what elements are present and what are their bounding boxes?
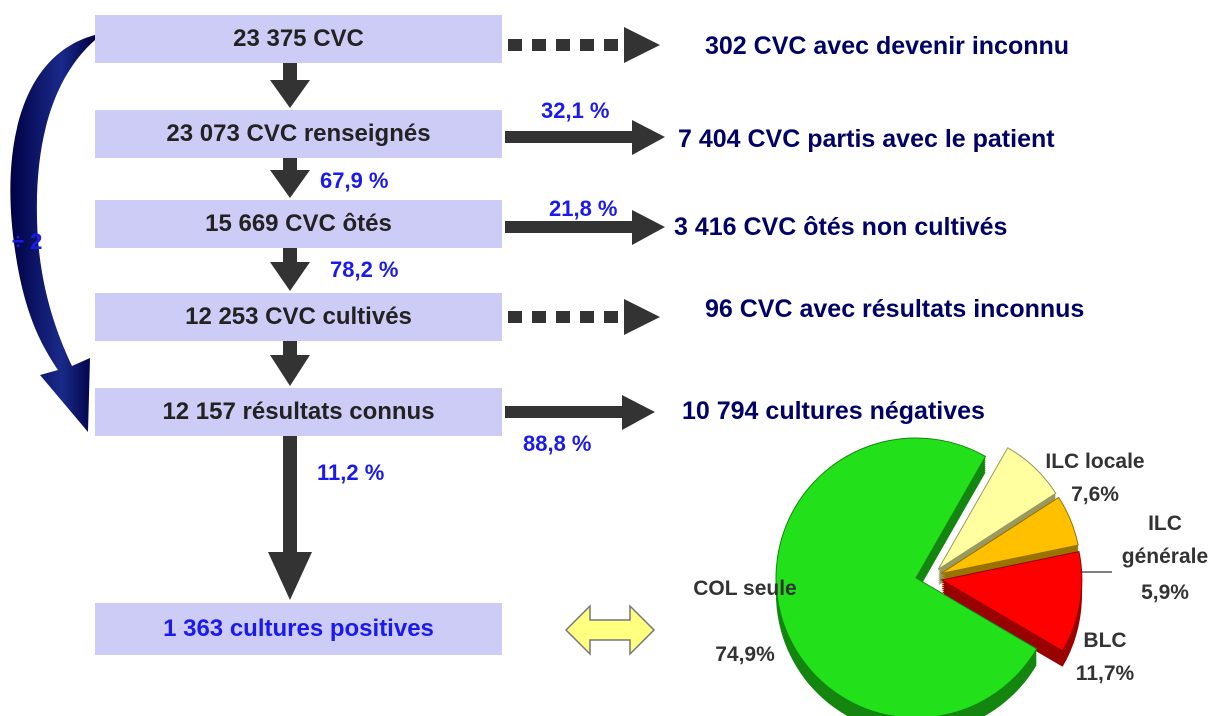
percent-label: 78,2 % bbox=[330, 257, 399, 282]
pie-value-label: 11,7% bbox=[1075, 662, 1135, 685]
percent-label: 67,9 % bbox=[320, 168, 389, 193]
pie-slice bbox=[940, 551, 1083, 652]
flow-box: 23 073 CVC renseignés bbox=[95, 110, 502, 158]
flow-box: 12 157 résultats connus bbox=[95, 388, 502, 436]
percent-label: 21,8 % bbox=[549, 196, 618, 221]
outcome: 96 CVC avec résultats inconnus bbox=[705, 295, 1085, 323]
pie-slice bbox=[940, 496, 1079, 574]
percent-label: 88,8 % bbox=[523, 431, 592, 456]
pie-value-label: 74,9% bbox=[715, 643, 775, 666]
percent-label: 32,1 % bbox=[541, 98, 610, 123]
flow-box: 23 375 CVC bbox=[95, 15, 502, 63]
flow-box: 12 253 CVC cultivés bbox=[95, 293, 502, 341]
percent-label: 11,2 % bbox=[317, 460, 385, 485]
pie-value-label: 7,6% bbox=[1071, 483, 1119, 506]
pie-label: ILC locale bbox=[1045, 450, 1145, 473]
pie-label: BLC bbox=[1083, 629, 1127, 652]
outcome: 10 794 cultures négatives bbox=[682, 397, 985, 425]
outcome: 3 416 CVC ôtés non cultivés bbox=[674, 213, 1008, 241]
flow-arrows bbox=[268, 27, 665, 600]
divide-arrow bbox=[10, 35, 95, 432]
outcome: 7 404 CVC partis avec le patient bbox=[678, 125, 1055, 153]
pie-slice bbox=[775, 437, 1038, 716]
pie-value-label: 5,9% bbox=[1141, 581, 1189, 604]
pie-label: ILC générale bbox=[1121, 512, 1209, 568]
flow-box: 1 363 cultures positives bbox=[95, 603, 502, 655]
double-arrow bbox=[564, 604, 656, 656]
outcome: 302 CVC avec devenir inconnu bbox=[705, 32, 1070, 60]
pie-slice bbox=[937, 447, 1057, 570]
pie-label: COL seule bbox=[693, 577, 797, 600]
flow-box: 15 669 CVC ôtés bbox=[95, 200, 502, 248]
divider-label: ÷ 2 bbox=[12, 229, 43, 254]
pie bbox=[775, 437, 1083, 716]
